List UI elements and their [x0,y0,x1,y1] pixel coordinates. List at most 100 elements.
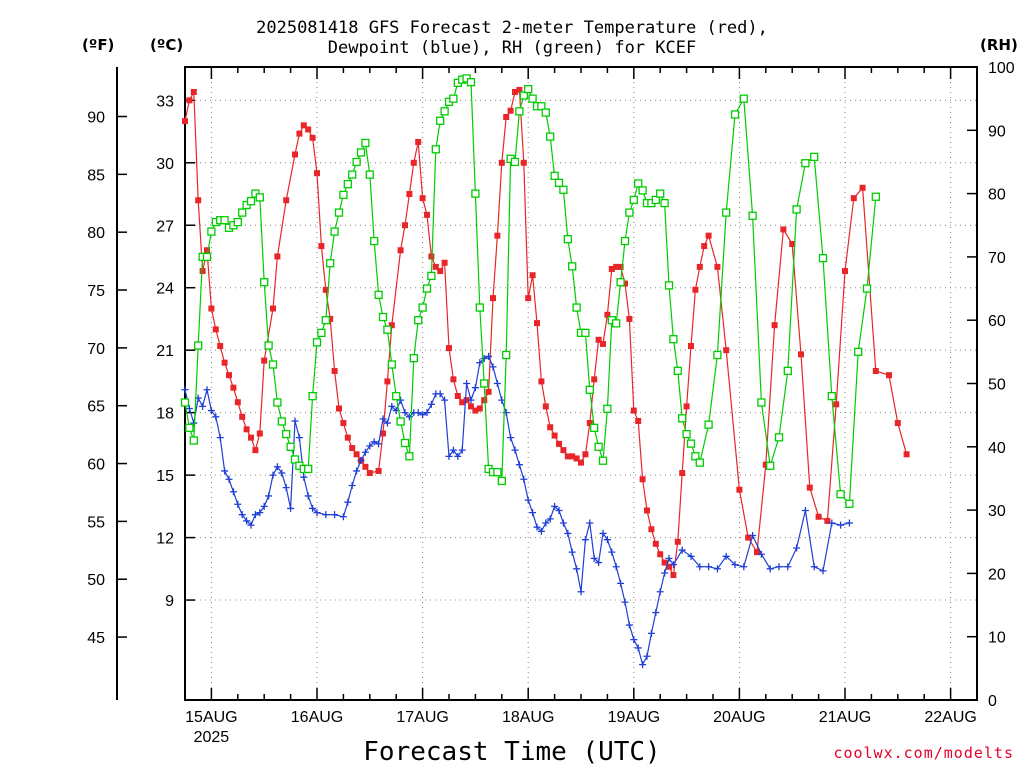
data-point [546,132,555,141]
data-point [217,343,224,350]
data-point [256,430,263,437]
data-point [366,470,373,477]
data-point [556,440,562,447]
data-point [449,94,458,103]
data-point [739,94,748,103]
data-point [309,134,316,141]
data-point [598,456,608,465]
data-point [246,197,256,206]
data-point [754,549,760,556]
data-point [427,271,436,281]
data-point [616,278,625,287]
rh-tick-label: 10 [988,630,1006,647]
data-point [375,440,383,448]
data-point [585,385,594,394]
data-point [273,398,282,407]
data-point [362,463,369,470]
data-point [353,451,360,458]
data-point [731,561,739,569]
celsius-tick-label: 24 [156,281,174,298]
data-point [643,652,651,660]
data-point [845,519,853,527]
data-point [647,629,655,637]
plot-frame [184,66,978,701]
data-point [476,405,483,412]
celsius-tick-label: 9 [165,593,174,610]
data-point [510,157,520,167]
data-point [344,498,352,506]
data-point [538,378,545,385]
x-tick-label: 22AUG [924,709,976,726]
data-point [603,536,611,544]
data-point [414,409,422,417]
data-point [520,159,527,166]
data-point [634,644,642,652]
data-point [195,197,202,204]
chart-title-line2: Dewpoint (blue), RH (green) for KCEF [327,38,697,58]
data-point [340,420,347,427]
data-point [617,579,625,587]
data-point [559,185,568,194]
data-point [485,352,493,360]
data-point [771,322,778,329]
data-point [678,414,687,423]
data-point [534,320,540,327]
data-point [537,527,545,535]
data-point [842,268,848,275]
data-point [278,469,286,477]
data-point [185,404,193,412]
data-point [428,253,435,260]
data-point [365,170,374,179]
data-point [282,429,291,439]
data-point [599,529,607,537]
data-point [600,340,606,347]
data-point [234,500,242,508]
data-point [405,452,414,461]
data-point [454,452,462,460]
data-point [789,240,796,247]
data-point [454,392,461,399]
data-point [524,85,533,94]
data-point [568,262,577,271]
fahrenheit-tick-label: 50 [87,572,105,589]
data-point [312,338,322,347]
data-point [189,436,198,445]
data-point [321,316,330,325]
data-point [185,423,194,432]
data-point [665,554,673,562]
data-point [757,550,765,558]
data-point [291,417,299,425]
data-point [850,195,857,202]
data-point [564,529,572,537]
data-point [226,372,232,379]
x-tick-label: 16AUG [291,709,343,726]
celsius-tick-label: 12 [156,531,174,548]
data-point [745,534,752,541]
x-year-label: 2025 [194,729,230,746]
data-point [894,420,901,427]
data-point [555,507,563,515]
data-point [292,151,298,158]
data-point [181,386,189,394]
data-point [419,195,426,202]
data-point [801,507,809,515]
data-point [229,488,237,496]
data-point [577,588,585,596]
fahrenheit-tick-label: 55 [87,514,105,531]
celsius-tick-label: 33 [156,93,174,110]
data-point [445,452,453,460]
data-point [348,170,357,179]
data-point [225,475,233,483]
fahrenheit-tick-label: 60 [87,457,105,474]
data-point [344,434,351,441]
data-point [691,452,700,461]
data-point [644,507,650,514]
data-point [859,184,866,191]
data-point [270,305,276,312]
data-point [190,419,198,427]
data-point [419,411,427,419]
data-point [792,205,801,214]
data-point [541,108,550,117]
data-point [520,475,528,483]
